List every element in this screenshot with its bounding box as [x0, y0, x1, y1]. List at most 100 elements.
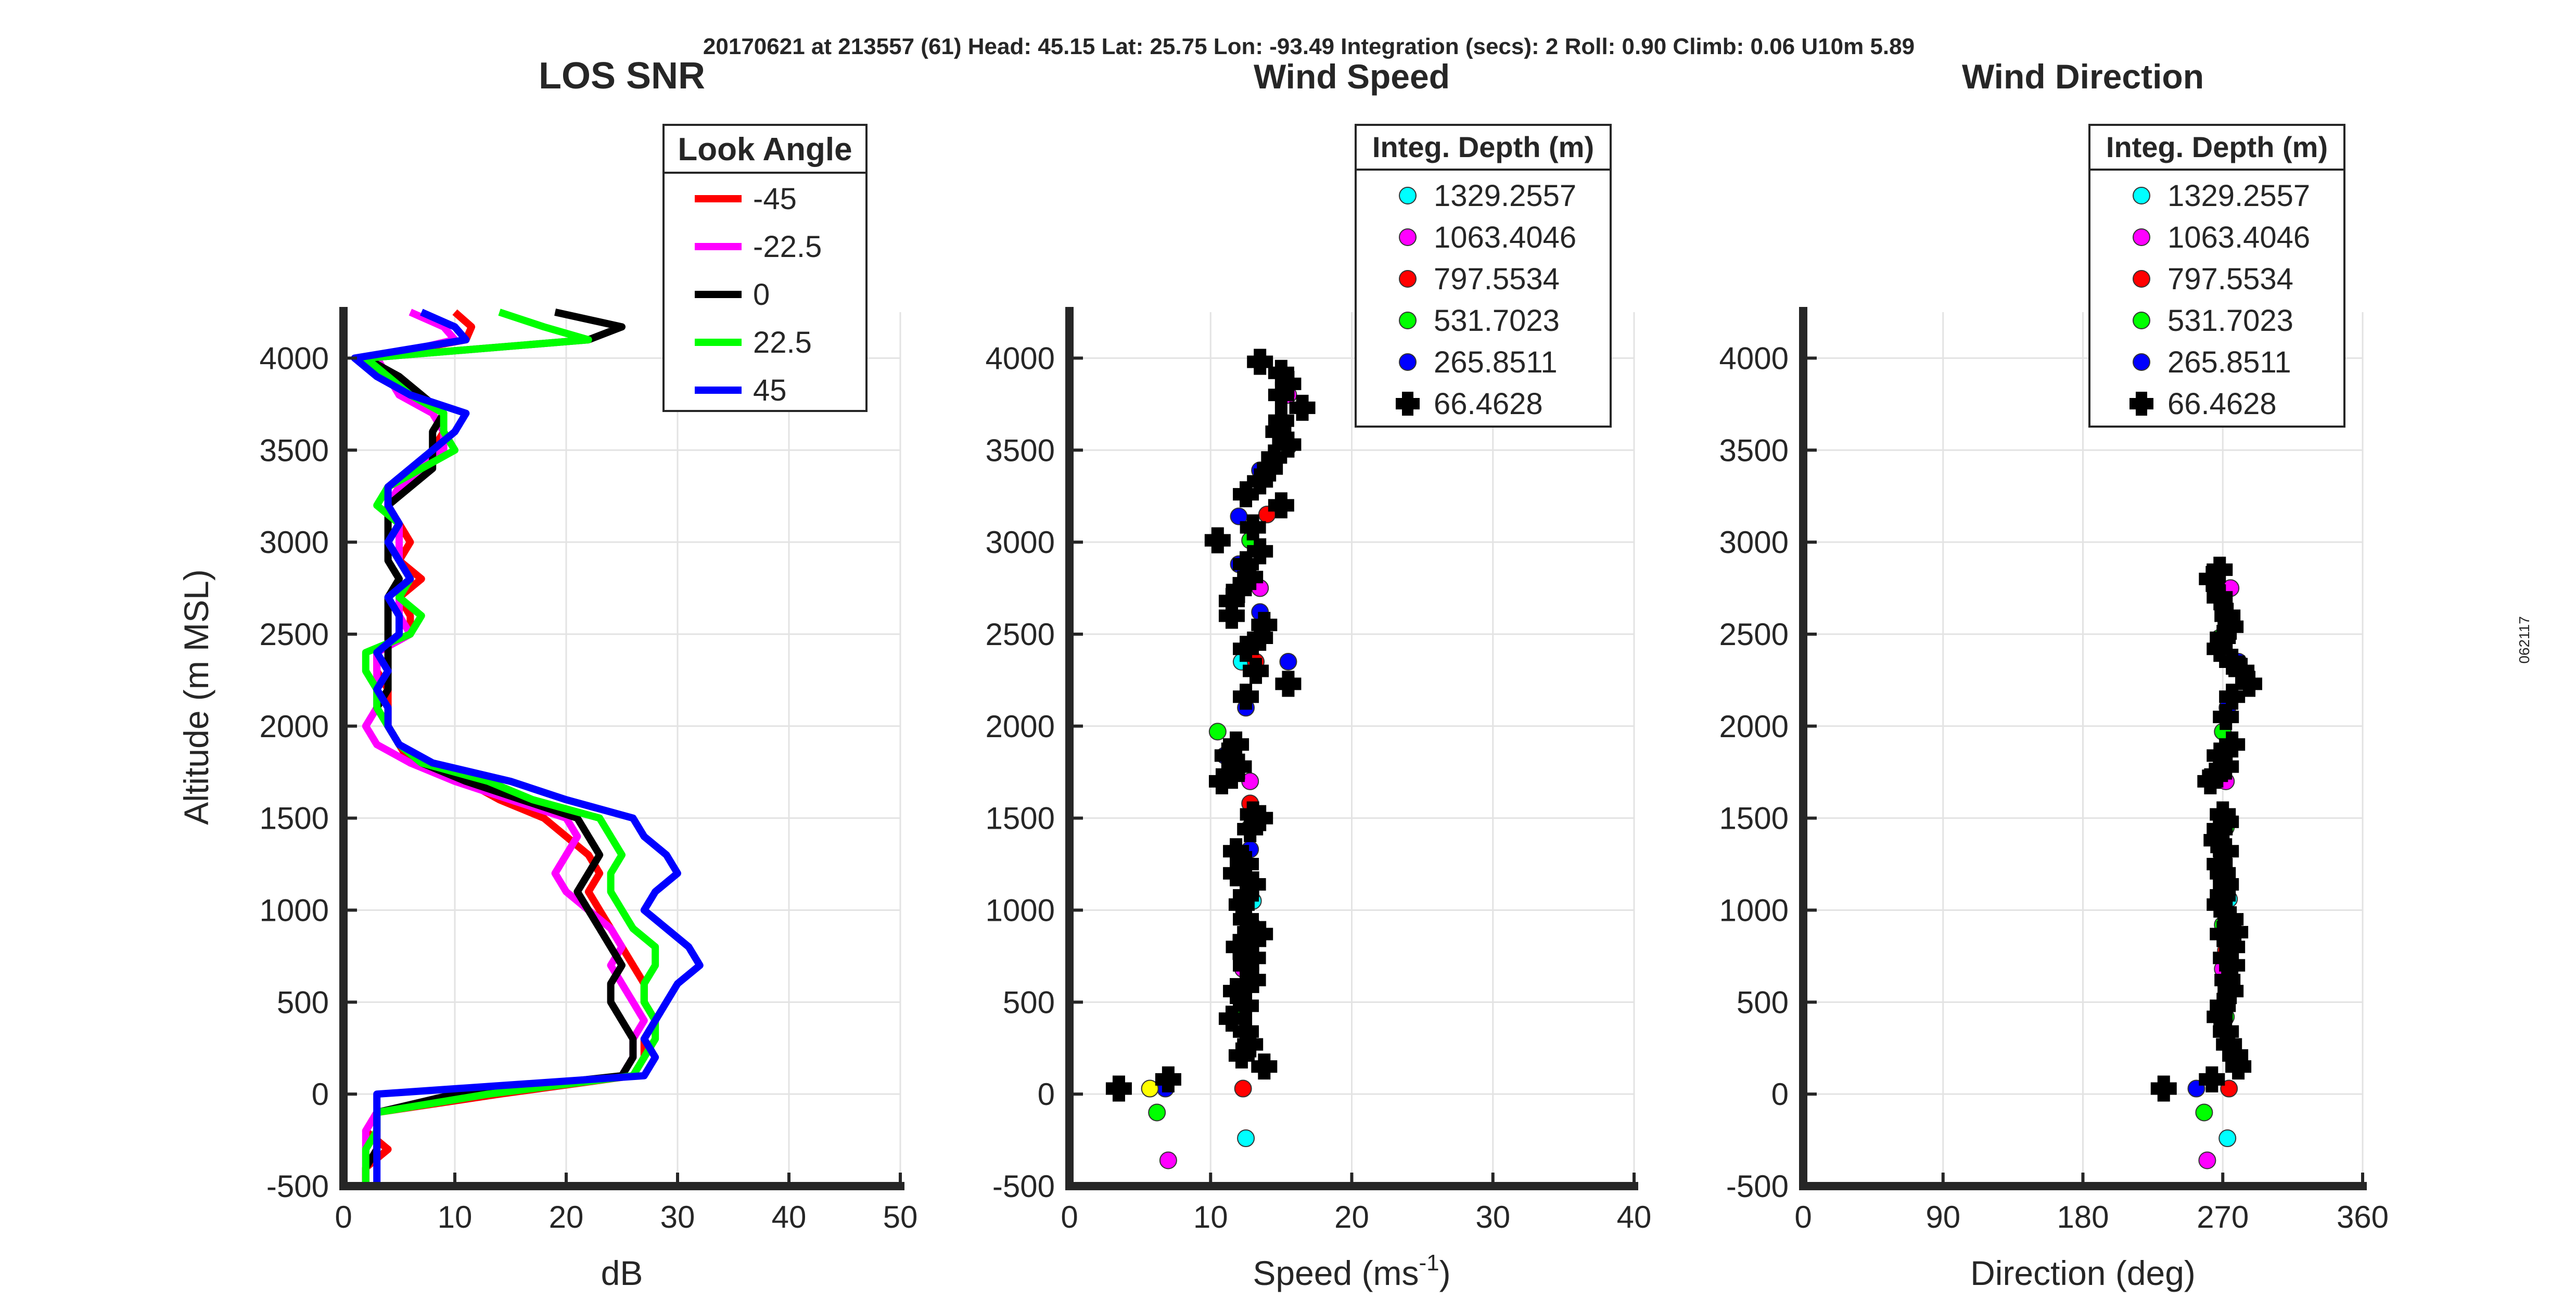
speed-point — [1247, 921, 1273, 947]
speed-point — [1243, 658, 1269, 684]
direction-legend-label: 1329.2557 — [2167, 179, 2310, 213]
direction-y-tick-label: 1000 — [1719, 893, 1789, 928]
snr-y-tick-label: 1000 — [260, 893, 329, 928]
speed-grid — [1068, 312, 1635, 1187]
speed-point — [1237, 816, 1264, 842]
direction-y-tick-label: 2500 — [1719, 617, 1789, 652]
speed-point — [1237, 1129, 1255, 1148]
speed-point — [1247, 805, 1273, 831]
snr-tick-labels: 0 10 20 30 40 50-5000500100015002000250030003… — [260, 341, 918, 1234]
speed-point — [1237, 1031, 1264, 1058]
direction-grid — [1802, 312, 2364, 1187]
side-label: 062117 — [2516, 616, 2532, 663]
snr-x-tick-label: 0 — [335, 1200, 352, 1234]
direction-legend-swatch — [2133, 353, 2150, 371]
direction-point — [2207, 636, 2233, 662]
speed-legend-label: 265.8511 — [1434, 345, 1558, 379]
speed-point — [1218, 588, 1245, 614]
direction-legend-swatch — [2133, 187, 2150, 204]
snr-grid — [342, 312, 901, 1187]
speed-point — [1233, 481, 1259, 508]
direction-x-tick-label: 0 — [1794, 1200, 1812, 1234]
speed-point — [1234, 1079, 1252, 1098]
direction-point — [2199, 1066, 2225, 1092]
direction-y-tick-label: 500 — [1737, 985, 1789, 1020]
speed-x-label: Speed (ms-1) — [1253, 1250, 1450, 1292]
speed-y-tick-label: 1000 — [986, 893, 1055, 928]
speed-point — [1257, 455, 1283, 482]
speed-legend-swatch — [1399, 228, 1417, 246]
speed-point — [1275, 671, 1302, 697]
direction-point — [2207, 557, 2233, 583]
snr-y-tick-label: 2000 — [260, 709, 329, 744]
direction-point — [2210, 921, 2236, 947]
speed-x-label-end: ) — [1439, 1254, 1451, 1292]
speed-point — [1226, 577, 1252, 603]
snr-y-tick-label: 3500 — [260, 433, 329, 468]
snr-legend-label: 45 — [753, 374, 787, 407]
speed-point — [1247, 468, 1273, 495]
direction-y-tick-label: 3500 — [1719, 433, 1789, 468]
direction-title: Wind Direction — [1962, 57, 2204, 96]
speed-point — [1240, 967, 1266, 993]
direction-point — [2219, 731, 2246, 758]
direction-point — [2199, 565, 2225, 592]
speed-y-tick-label: 1500 — [986, 801, 1055, 836]
snr-legend-box — [662, 124, 868, 412]
direction-point — [2219, 649, 2246, 675]
speed-point — [1226, 753, 1252, 780]
direction-point — [2202, 763, 2228, 789]
speed-point — [1251, 1053, 1278, 1080]
speed-point — [1223, 978, 1249, 1005]
speed-point — [1240, 871, 1266, 897]
direction-legend-label: 265.8511 — [2167, 345, 2291, 379]
direction-legend-label: 531.7023 — [2167, 304, 2293, 338]
speed-legend-label: 797.5534 — [1434, 262, 1560, 296]
speed-x-tick-label: 0 — [1061, 1200, 1078, 1234]
direction-point — [2225, 1053, 2252, 1080]
direction-legend: Integ. Depth (m) 1329.2557 1063.4046 797.55… — [2088, 124, 2345, 428]
speed-point — [1247, 538, 1273, 564]
direction-point — [2150, 1075, 2177, 1102]
snr-y-tick-label: 0 — [312, 1077, 329, 1112]
speed-y-tick-label: 3000 — [986, 525, 1055, 560]
speed-x-label-main: Speed (ms — [1253, 1254, 1419, 1292]
speed-legend: Integ. Depth (m) 1329.2557 1063.4046 797.55… — [1355, 124, 1612, 428]
speed-point — [1268, 492, 1294, 519]
speed-point — [1148, 1103, 1166, 1122]
direction-point — [2219, 684, 2246, 710]
snr-x-tick-label: 20 — [549, 1200, 584, 1234]
speed-point — [1233, 851, 1259, 878]
snr-y-label: Altitude (m MSL) — [177, 569, 215, 825]
speed-point — [1204, 527, 1231, 554]
snr-panel: 0 10 20 30 40 50-5000500100015002000250030003… — [177, 55, 917, 1292]
speed-marks — [1105, 349, 1316, 1169]
speed-point — [1233, 952, 1259, 979]
direction-tick-labels: 0 90 180 270 360-500050010001500200025003000… — [1719, 341, 2389, 1234]
direction-legend-title: Integ. Depth (m) — [2106, 131, 2328, 163]
direction-marks — [2150, 557, 2263, 1169]
speed-panel: 0 10 20 30 40-500050010001500200025003000350… — [986, 57, 1652, 1292]
speed-x-tick-label: 40 — [1617, 1200, 1652, 1234]
snr-y-tick-label: 3000 — [260, 525, 329, 560]
snr-x-tick-label: 40 — [772, 1200, 807, 1234]
direction-point — [2207, 1004, 2233, 1030]
snr-x-label: dB — [601, 1254, 643, 1292]
direction-y-tick-label: 0 — [1771, 1077, 1789, 1112]
direction-point — [2217, 978, 2244, 1005]
speed-legend-label: 66.4628 — [1434, 387, 1543, 421]
direction-x-tick-label: 90 — [1925, 1200, 1960, 1234]
direction-legend-swatch — [2133, 312, 2150, 329]
speed-x-tick-label: 10 — [1193, 1200, 1228, 1234]
speed-tick-labels: 0 10 20 30 40-500050010001500200025003000350… — [986, 341, 1652, 1234]
direction-point — [2219, 952, 2246, 979]
snr-axes — [339, 307, 904, 1190]
direction-legend-label: 1063.4046 — [2167, 221, 2310, 254]
speed-point — [1214, 742, 1241, 769]
speed-point — [1223, 860, 1249, 886]
speed-point — [1141, 1079, 1159, 1098]
speed-point — [1275, 370, 1302, 397]
direction-legend-swatch — [2133, 270, 2150, 288]
speed-x-tick-label: 30 — [1475, 1200, 1510, 1234]
